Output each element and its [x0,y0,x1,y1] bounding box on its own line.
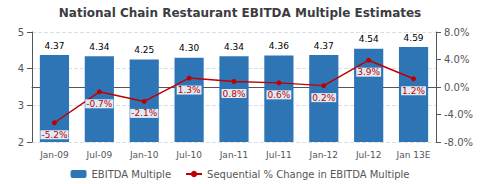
svg-text:0.6%: 0.6% [267,90,290,100]
svg-text:Jul-12: Jul-12 [355,150,382,160]
svg-text:8.0%: 8.0% [444,27,469,38]
svg-text:-4.0%: -4.0% [444,109,473,120]
svg-text:3.9%: 3.9% [357,67,380,77]
svg-text:4.30: 4.30 [179,43,199,53]
svg-text:EBITDA Multiple: EBITDA Multiple [92,169,172,180]
svg-text:-0.7%: -0.7% [86,99,113,109]
svg-text:Jan-09: Jan-09 [39,150,69,160]
svg-text:4: 4 [18,63,24,74]
svg-text:4.59: 4.59 [404,33,424,43]
svg-text:4.34: 4.34 [89,42,109,52]
svg-text:4.34: 4.34 [224,42,244,52]
svg-text:Jul-09: Jul-09 [86,150,113,160]
svg-text:National Chain Restaurant EBIT: National Chain Restaurant EBITDA Multipl… [59,6,422,20]
svg-text:Sequential % Change in EBITDA: Sequential % Change in EBITDA Multiple [207,169,409,180]
svg-text:-8.0%: -8.0% [444,137,473,148]
svg-text:Jan-11: Jan-11 [219,150,249,160]
svg-text:5: 5 [18,27,24,38]
svg-text:Jul-10: Jul-10 [175,150,202,160]
svg-text:1.2%: 1.2% [402,86,425,96]
svg-text:0.0%: 0.0% [444,82,469,93]
svg-text:2: 2 [18,137,24,148]
svg-text:0.2%: 0.2% [312,93,335,103]
svg-text:-2.1%: -2.1% [131,108,158,118]
svg-text:0.8%: 0.8% [223,89,246,99]
svg-text:3: 3 [18,100,24,111]
svg-text:4.0%: 4.0% [444,54,469,65]
svg-text:Jul-11: Jul-11 [265,150,292,160]
svg-text:4.36: 4.36 [269,41,289,51]
svg-text:-5.2%: -5.2% [41,130,68,140]
svg-text:4.54: 4.54 [359,34,379,44]
svg-text:Jan-10: Jan-10 [129,150,159,160]
svg-text:4.25: 4.25 [134,45,154,55]
svg-text:4.37: 4.37 [44,41,64,51]
svg-text:Jan-12: Jan-12 [308,150,338,160]
svg-text:1.3%: 1.3% [178,85,201,95]
svg-text:4.37: 4.37 [314,41,334,51]
svg-text:Jan 13E: Jan 13E [396,150,431,160]
